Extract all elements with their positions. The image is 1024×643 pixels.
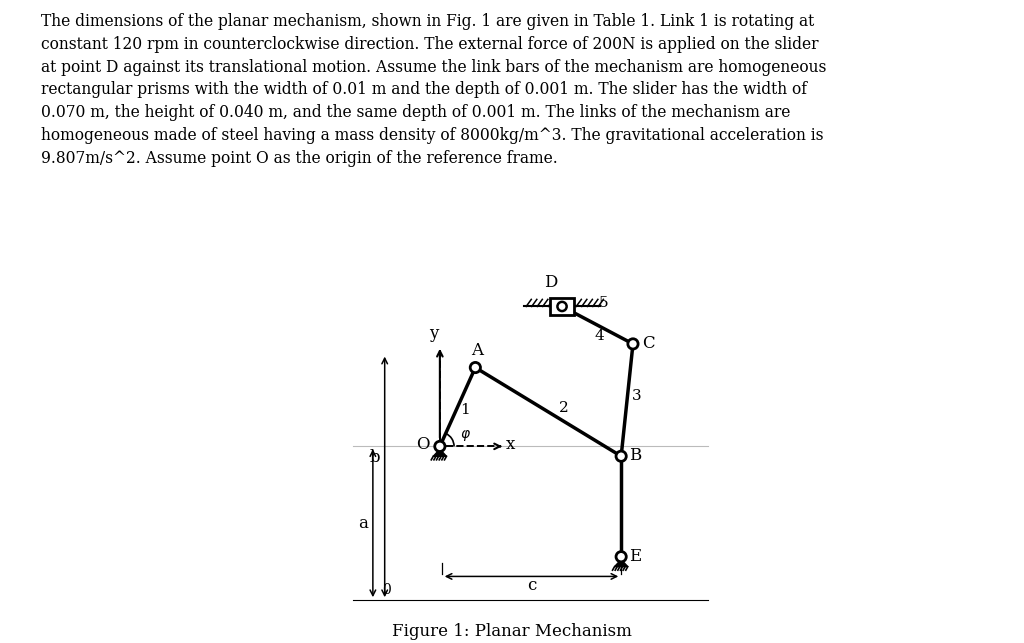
Text: 0: 0	[382, 583, 391, 597]
Circle shape	[470, 363, 480, 373]
Text: 2: 2	[559, 401, 569, 415]
Text: c: c	[526, 577, 537, 593]
Text: O: O	[416, 436, 430, 453]
Text: The dimensions of the planar mechanism, shown in Fig. 1 are given in Table 1. Li: The dimensions of the planar mechanism, …	[41, 13, 826, 167]
Text: 3: 3	[632, 389, 642, 403]
Text: C: C	[642, 336, 654, 352]
Text: B: B	[629, 447, 641, 464]
Text: 4: 4	[595, 329, 604, 343]
Text: 5: 5	[599, 296, 608, 311]
Text: E: E	[629, 548, 641, 565]
Circle shape	[435, 441, 445, 451]
Text: $\varphi$: $\varphi$	[461, 428, 471, 442]
Text: A: A	[471, 342, 483, 359]
Text: b: b	[370, 449, 380, 466]
Bar	[550, 298, 574, 315]
Circle shape	[557, 302, 566, 311]
Circle shape	[616, 552, 627, 562]
Text: y: y	[429, 325, 438, 342]
Text: x: x	[506, 436, 515, 453]
Text: 1: 1	[461, 403, 470, 417]
Text: Figure 1: Planar Mechanism: Figure 1: Planar Mechanism	[392, 623, 632, 640]
Circle shape	[628, 339, 638, 349]
Polygon shape	[433, 449, 446, 457]
Text: a: a	[358, 514, 368, 532]
Circle shape	[616, 451, 627, 461]
Text: D: D	[545, 274, 558, 291]
Polygon shape	[614, 559, 628, 566]
